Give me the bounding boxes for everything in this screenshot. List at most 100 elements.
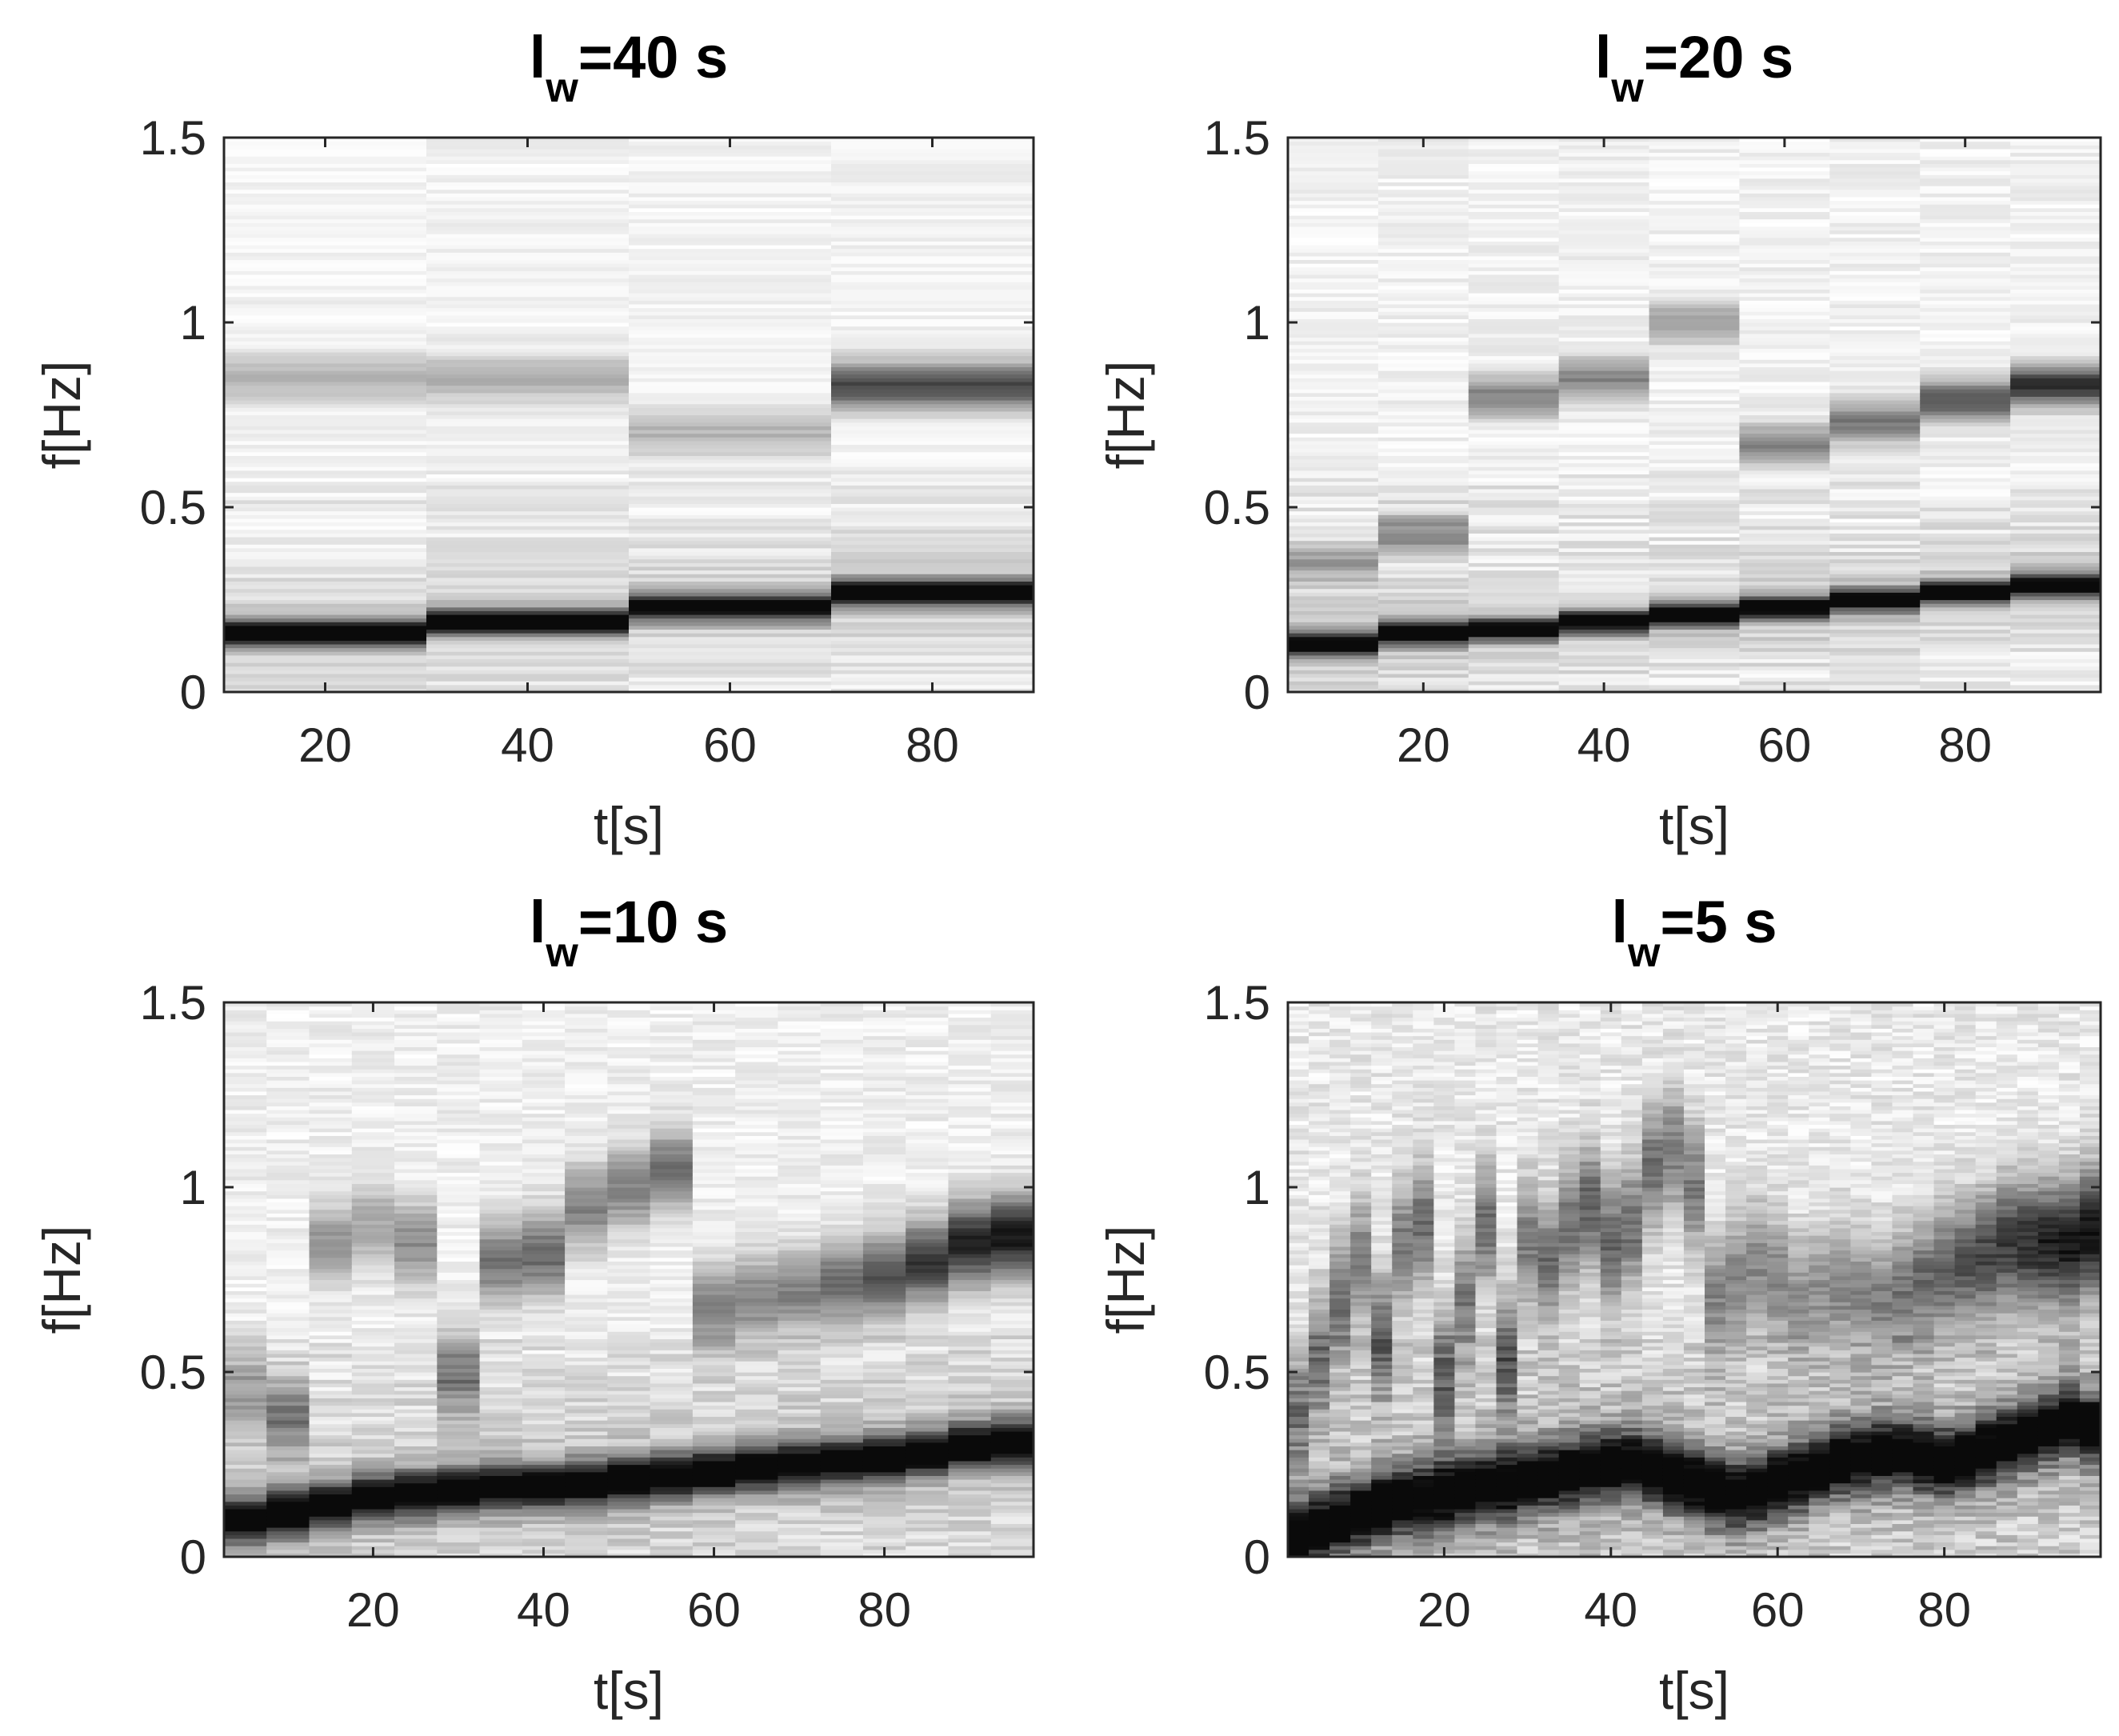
heatmap-cell	[1920, 326, 2011, 330]
heatmap-cell	[1739, 178, 1830, 183]
heatmap-cell	[309, 1054, 353, 1058]
heatmap-cell	[1829, 226, 1921, 231]
heatmap-cell	[831, 662, 1034, 667]
heatmap-cell	[309, 1309, 353, 1314]
heatmap-cell	[1288, 1353, 1309, 1358]
heatmap-cell	[224, 1450, 267, 1454]
heatmap-cell	[607, 1409, 651, 1414]
heatmap-cell	[1920, 526, 2011, 530]
heatmap-cell	[1288, 1386, 1309, 1391]
heatmap-cell	[948, 1050, 992, 1055]
heatmap-cell	[1649, 622, 1741, 626]
heatmap-cell	[351, 1505, 395, 1510]
heatmap-cell	[607, 1323, 651, 1329]
heatmap-cell	[607, 1198, 651, 1203]
heatmap-cell	[266, 1471, 310, 1476]
heatmap-cell	[1288, 174, 1379, 179]
heatmap-cell	[629, 344, 832, 349]
heatmap-cell	[224, 1235, 267, 1240]
heatmap-cell	[1468, 152, 1560, 157]
heatmap-cell	[565, 1213, 608, 1218]
heatmap-cell	[948, 1549, 992, 1554]
heatmap-cell	[906, 1460, 950, 1466]
heatmap-cell	[224, 1342, 267, 1347]
heatmap-cell	[1739, 410, 1830, 416]
heatmap-cell	[479, 1279, 523, 1284]
heatmap-cell	[479, 1150, 523, 1155]
heatmap-column	[629, 138, 832, 692]
heatmap-cell	[309, 1486, 353, 1491]
heatmap-cell	[1829, 362, 1921, 368]
heatmap-cell	[426, 581, 630, 586]
heatmap-cell	[1288, 1471, 1309, 1476]
heatmap-cell	[831, 488, 1034, 494]
heatmap-cell	[862, 1320, 906, 1325]
heatmap-cell	[224, 1268, 267, 1273]
heatmap-cell	[629, 407, 832, 412]
heatmap-cell	[990, 1305, 1034, 1310]
heatmap-cell	[650, 1098, 694, 1103]
heatmap-cell	[1288, 204, 1379, 209]
heatmap-cell	[394, 1042, 438, 1048]
heatmap-cell	[1739, 355, 1830, 360]
heatmap-cell	[831, 163, 1034, 168]
heatmap-cell	[426, 570, 630, 574]
heatmap-cell	[266, 1442, 310, 1446]
heatmap-cell	[309, 1331, 353, 1336]
heatmap-cell	[224, 1042, 267, 1048]
heatmap-cell	[831, 547, 1034, 553]
heatmap-column	[735, 1002, 779, 1557]
heatmap-cell	[831, 670, 1034, 674]
heatmap-cell	[831, 526, 1034, 530]
heatmap-cell	[990, 1438, 1034, 1443]
heatmap-cell	[1468, 437, 1560, 442]
heatmap-cell	[351, 1024, 395, 1029]
heatmap-cell	[650, 1124, 694, 1129]
axes-box	[222, 1001, 1035, 1558]
heatmap-cell	[1829, 499, 1921, 504]
heatmap-cell	[1829, 547, 1921, 553]
heatmap-cell	[1558, 547, 1650, 553]
heatmap-cell	[426, 322, 630, 327]
heatmap-cell	[565, 1006, 608, 1010]
heatmap-cell	[906, 1549, 950, 1554]
heatmap-cell	[1288, 1334, 1309, 1340]
heatmap-cell	[778, 1357, 822, 1362]
heatmap-cell	[1920, 496, 2011, 501]
heatmap-column	[650, 1002, 694, 1557]
heatmap-cell	[629, 311, 832, 316]
heatmap-cell	[735, 1017, 779, 1022]
heatmap-cell	[778, 1080, 822, 1085]
heatmap-cell	[426, 429, 630, 434]
heatmap-cell	[479, 1120, 523, 1126]
heatmap-cell	[735, 1350, 779, 1354]
heatmap-cell	[1468, 688, 1560, 692]
heatmap-cell	[1468, 592, 1560, 597]
heatmap-cell	[692, 1361, 736, 1366]
heatmap-cell	[692, 1346, 736, 1350]
heatmap-cell	[266, 1087, 310, 1092]
heatmap-cell	[948, 1080, 992, 1085]
heatmap-cell	[629, 182, 832, 186]
heatmap-cell	[948, 1138, 992, 1144]
heatmap-cell	[224, 1050, 267, 1055]
heatmap-cell	[224, 1327, 267, 1332]
heatmap-cell	[1920, 396, 2011, 401]
heatmap-cell	[224, 1246, 267, 1251]
heatmap-cell	[522, 1471, 566, 1476]
heatmap-cell	[1377, 496, 1469, 501]
heatmap-cell	[2010, 488, 2101, 494]
heatmap-cell	[820, 1290, 864, 1295]
heatmap-cell	[820, 1420, 864, 1425]
heatmap-cell	[948, 1290, 992, 1295]
heatmap-cell	[479, 1527, 523, 1532]
heatmap-cell	[1920, 448, 2011, 453]
heatmap-cell	[351, 1530, 395, 1535]
heatmap-cell	[1829, 293, 1921, 298]
heatmap-cell	[224, 640, 427, 645]
heatmap-cell	[479, 1275, 523, 1281]
heatmap-cell	[1288, 366, 1379, 371]
heatmap-cell	[1649, 581, 1741, 586]
heatmap-cell	[735, 1423, 779, 1428]
heatmap-cell	[735, 1505, 779, 1510]
